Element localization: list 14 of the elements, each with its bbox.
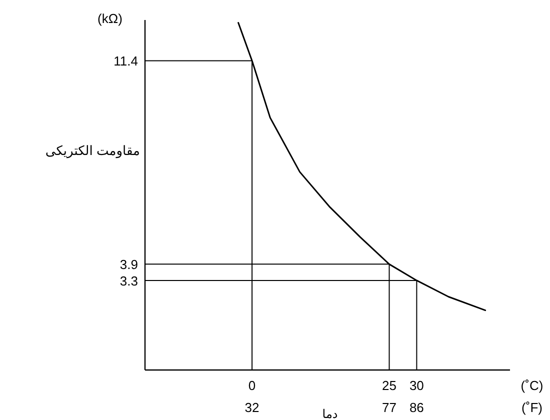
x-tick-label: 0 [248,378,256,393]
y-tick-label: 11.4 [114,54,138,69]
y-tick-label: 3.9 [120,257,138,272]
x2-tick-label: 86 [409,400,424,415]
x2-tick-label: 77 [382,400,396,415]
x-tick-label: 25 [382,378,396,393]
x-axis-title: دما [322,407,338,420]
x-tick-label: 30 [409,378,424,393]
text: (˚C) [520,378,544,393]
text: (˚F) [522,400,542,415]
y-tick-label: 3.3 [120,273,138,288]
y-axis-title: مقاومت الکتریکی [45,143,140,159]
text: (kΩ) [98,11,122,26]
x2-tick-label: 32 [244,400,260,415]
